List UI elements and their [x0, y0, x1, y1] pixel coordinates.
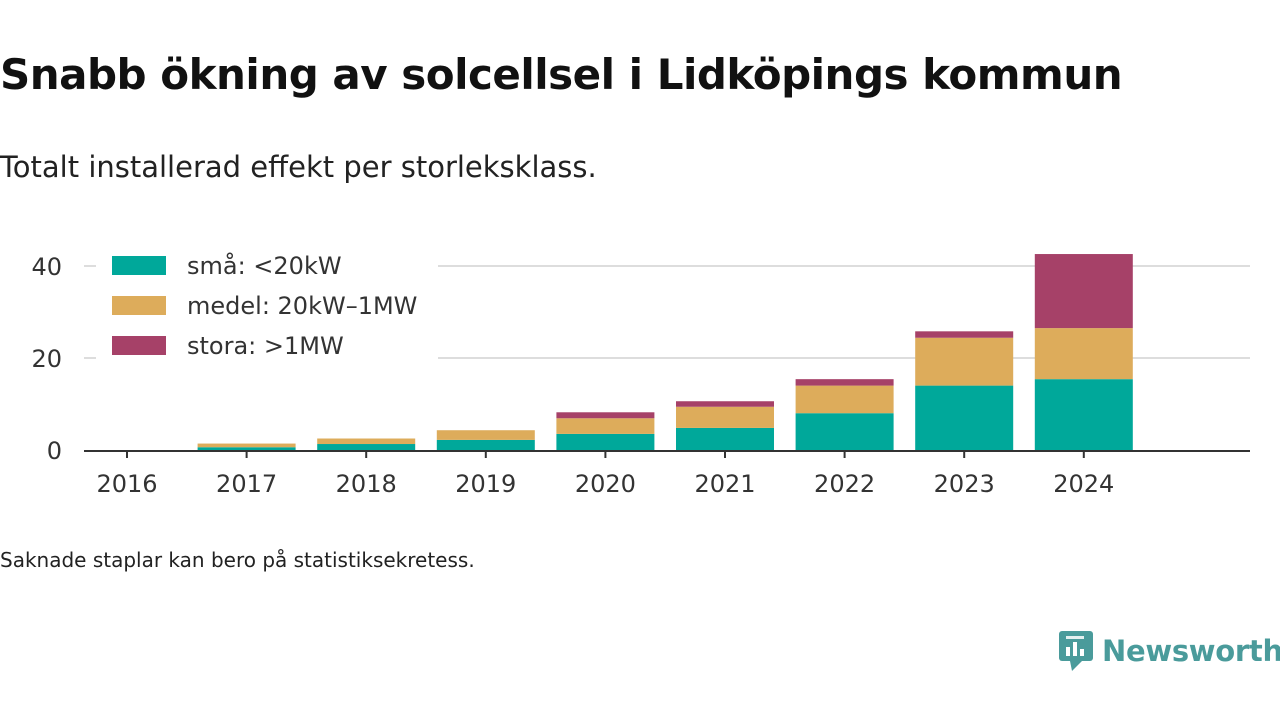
chart-subtitle: Totalt installerad effekt per storlekskl…: [0, 150, 597, 184]
bar-segment: [436, 439, 535, 450]
bar-segment: [197, 443, 296, 448]
bar-segment: [197, 447, 296, 450]
bar-segment: [317, 444, 416, 450]
bar-segment: [795, 379, 894, 386]
bar-segment: [676, 427, 774, 450]
y-tick-label: 40: [31, 253, 62, 281]
bar-segment: [795, 413, 894, 450]
newsworthy-logo-text: Newsworthy: [1102, 634, 1280, 668]
bar-segment: [915, 331, 1014, 338]
x-tick-label: 2019: [455, 470, 516, 498]
bar-segment: [915, 385, 1014, 450]
bar-segment: [556, 433, 655, 450]
bar-segment: [676, 401, 774, 407]
bar-segment: [317, 438, 416, 445]
x-tick-label: 2016: [96, 470, 157, 498]
x-tick-label: 2022: [814, 470, 875, 498]
bar-segment: [436, 430, 535, 440]
x-tick-label: 2024: [1053, 470, 1114, 498]
bar-segment: [676, 406, 774, 428]
bar-segment: [1034, 254, 1133, 329]
x-tick-label: 2023: [934, 470, 995, 498]
x-tick-label: 2021: [694, 470, 755, 498]
bar-segment: [795, 385, 894, 414]
bars: [197, 254, 1133, 450]
legend-label: små: <20kW: [187, 251, 342, 280]
footnote: Saknade staplar kan bero på statistiksek…: [0, 548, 475, 572]
bar-segment: [915, 337, 1014, 386]
y-tick-label: 0: [47, 437, 62, 465]
bar-segment: [556, 418, 655, 434]
x-tick-label: 2020: [575, 470, 636, 498]
legend-label: medel: 20kW–1MW: [187, 292, 417, 320]
bar-segment: [556, 412, 655, 419]
bar-segment: [1034, 328, 1133, 380]
y-tick-label: 20: [31, 345, 62, 373]
newsworthy-logo: Newsworthy: [1058, 628, 1280, 674]
chart-title: Snabb ökning av solcellsel i Lidköpings …: [0, 50, 1123, 99]
bar-segment: [1034, 379, 1133, 450]
newsworthy-logo-icon: [1059, 631, 1093, 671]
legend-swatch: [112, 336, 166, 355]
x-axis-ticks: 2016 2017 2018 2019 2020 2021 2022 2023 2024: [96, 452, 1114, 498]
legend-swatch: [112, 256, 166, 275]
legend: små: <20kW medel: 20kW–1MW stora: >1MW: [96, 246, 438, 370]
legend-swatch: [112, 296, 166, 315]
x-tick-label: 2017: [216, 470, 277, 498]
y-axis-ticks: 0 20 40: [31, 253, 62, 465]
legend-label: stora: >1MW: [187, 332, 344, 360]
x-tick-label: 2018: [336, 470, 397, 498]
